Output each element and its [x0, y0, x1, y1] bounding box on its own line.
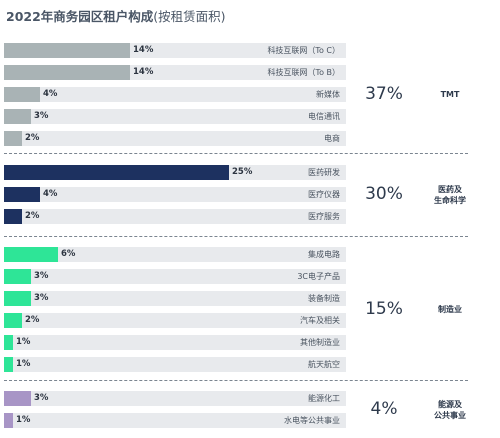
group-name: 制造业 [438, 305, 462, 314]
bar-value-label: 14% [133, 45, 154, 55]
bar [4, 357, 13, 372]
bar-value-label: 1% [16, 337, 31, 347]
bar-value-label: 1% [16, 359, 31, 369]
bar-value-label: 2% [25, 211, 40, 221]
bar-value-label: 14% [133, 67, 154, 77]
bar [4, 291, 31, 306]
bar-category-label: 科技互联网（To C） [267, 46, 340, 55]
bar-row: 2% 电商 [4, 131, 346, 146]
bar-row: 1% 水电等公共事业 [4, 413, 346, 428]
group-name: 医药及 生命科学 [434, 184, 466, 205]
group-total-percent: 30% [365, 183, 403, 204]
bar-value-label: 1% [16, 415, 31, 425]
bar-row: 6% 集成电路 [4, 247, 346, 262]
bar-value-label: 2% [25, 133, 40, 143]
bar [4, 109, 31, 124]
bar [4, 87, 40, 102]
bar [4, 335, 13, 350]
group-total-percent: 37% [365, 83, 403, 104]
bar [4, 247, 58, 262]
bar-category-label: 其他制造业 [300, 338, 340, 347]
bar-category-label: 能源化工 [308, 394, 340, 403]
bar-category-label: 3C电子产品 [297, 272, 340, 281]
bar-value-label: 3% [34, 293, 49, 303]
bar-row: 2% 医疗服务 [4, 209, 346, 224]
bar-row: 3% 能源化工 [4, 391, 346, 406]
bar-category-label: 电商 [324, 134, 340, 143]
bar-row: 1% 航天航空 [4, 357, 346, 372]
bar-row: 4% 医疗仪器 [4, 187, 346, 202]
group-total-percent: 15% [365, 298, 403, 319]
bar-value-label: 3% [34, 271, 49, 281]
bar-category-label: 水电等公共事业 [284, 416, 340, 425]
group-name: TMT [440, 90, 460, 99]
bar [4, 313, 22, 328]
bar-row: 3% 3C电子产品 [4, 269, 346, 284]
bar [4, 413, 13, 428]
bar [4, 65, 130, 80]
bar [4, 131, 22, 146]
chart-title-sub: (按租赁面积) [153, 9, 226, 24]
bar-category-label: 集成电路 [308, 250, 340, 259]
bar-category-label: 电信通讯 [308, 112, 340, 121]
bar-row: 25% 医药研发 [4, 165, 346, 180]
bar [4, 269, 31, 284]
bar-value-label: 3% [34, 111, 49, 121]
chart-title-main: 2022年商务园区租户构成 [6, 9, 154, 24]
bar [4, 187, 40, 202]
chart-title: 2022年商务园区租户构成(按租赁面积) [6, 6, 226, 25]
bar-category-label: 装备制造 [308, 294, 340, 303]
bar-row: 14% 科技互联网（To B） [4, 65, 346, 80]
bar-value-label: 3% [34, 393, 49, 403]
bar-category-label: 医疗仪器 [308, 190, 340, 199]
bar-row: 3% 装备制造 [4, 291, 346, 306]
bar [4, 165, 229, 180]
bar-value-label: 4% [43, 89, 58, 99]
bar-row: 14% 科技互联网（To C） [4, 43, 346, 58]
group-separator [4, 236, 468, 237]
bar-category-label: 汽车及相关 [300, 316, 340, 325]
bar-category-label: 医药研发 [308, 168, 340, 177]
bar [4, 209, 22, 224]
bar-category-label: 医疗服务 [308, 212, 340, 221]
bar [4, 391, 31, 406]
bar-value-label: 6% [61, 249, 76, 259]
bar-value-label: 4% [43, 189, 58, 199]
group-total-percent: 4% [370, 398, 398, 419]
bar-category-label: 科技互联网（To B） [267, 68, 340, 77]
bar-row: 4% 新媒体 [4, 87, 346, 102]
bar-value-label: 2% [25, 315, 40, 325]
bar [4, 43, 130, 58]
bar-value-label: 25% [232, 167, 253, 177]
bar-row: 2% 汽车及相关 [4, 313, 346, 328]
bar-category-label: 新媒体 [316, 90, 340, 99]
bar-row: 3% 电信通讯 [4, 109, 346, 124]
group-name: 能源及 公共事业 [434, 399, 466, 420]
bar-category-label: 航天航空 [308, 360, 340, 369]
bar-row: 1% 其他制造业 [4, 335, 346, 350]
group-separator [4, 380, 468, 381]
group-separator [4, 153, 468, 154]
